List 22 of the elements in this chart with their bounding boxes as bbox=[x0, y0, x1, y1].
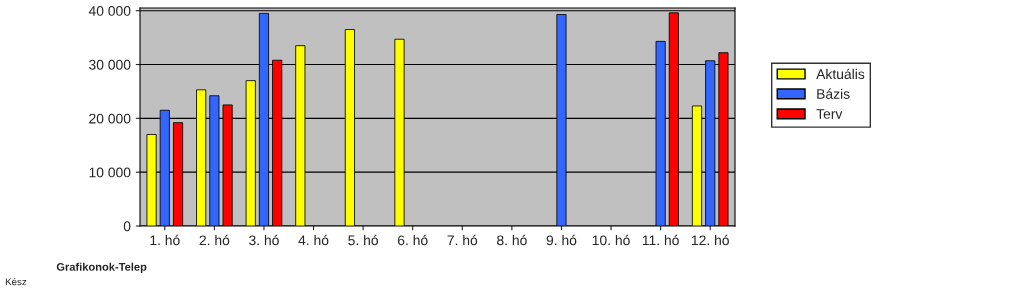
x-tick-label: 1. hó bbox=[150, 234, 180, 246]
x-tick-label: 9. hó bbox=[546, 234, 577, 246]
x-tick-label: 8. hó bbox=[497, 234, 527, 246]
x-tick-label: 10. hó bbox=[592, 234, 630, 246]
x-tick-label: 11. hó bbox=[642, 234, 679, 246]
legend-label: Aktuális bbox=[816, 68, 865, 80]
y-tick-label: 30 000 bbox=[89, 59, 131, 70]
x-tick-label: 12. hó bbox=[691, 234, 729, 246]
x-tick-label: 5. hó bbox=[348, 234, 378, 246]
x-tick-label: 6. hó bbox=[397, 234, 428, 246]
x-tick-label: 4. hó bbox=[298, 234, 329, 246]
y-tick-label: 10 000 bbox=[89, 167, 131, 178]
x-tick-label: 3. hó bbox=[249, 234, 279, 246]
y-tick-label: 40 000 bbox=[88, 6, 131, 16]
text: Kész bbox=[5, 277, 27, 286]
x-tick-label: 7. hó bbox=[447, 234, 478, 246]
y-tick-label: 20 000 bbox=[89, 113, 131, 124]
text: Grafikonok-Telep bbox=[56, 262, 147, 274]
y-tick-label: 0 bbox=[123, 221, 131, 232]
legend-label: Terv bbox=[816, 109, 843, 119]
x-tick-label: 2. hó bbox=[199, 234, 230, 246]
legend-label: Bázis bbox=[817, 88, 850, 99]
